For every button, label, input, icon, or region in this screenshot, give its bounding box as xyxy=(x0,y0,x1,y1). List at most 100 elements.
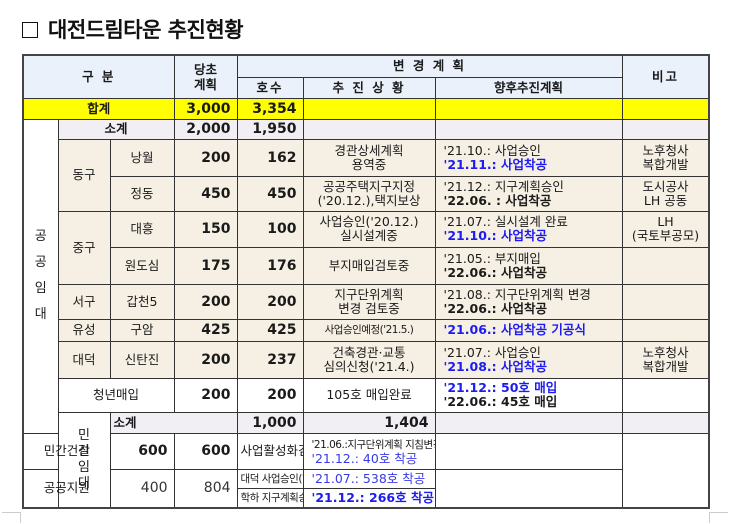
plan-line: '21.11.: 사업착공 xyxy=(443,156,547,172)
units-cell: 600 xyxy=(173,432,238,470)
status-line: ('20.12.),택지보상 xyxy=(317,192,421,208)
plan-line: '21.08.: 사업착공 xyxy=(443,358,547,374)
public-subtotal-plan xyxy=(434,118,623,140)
table-row: 유성 구암 425 425 사업승인예정('21.5.) '21.06.: 사업… xyxy=(23,318,710,342)
status-cell: 부지매입검토중 xyxy=(302,246,436,285)
total-plan xyxy=(434,97,623,120)
status-cell: 대덕 사업승인('21.04.) xyxy=(236,468,304,489)
checkbox-square-icon xyxy=(22,22,38,38)
remarks-line: LH 공동 xyxy=(643,192,688,208)
table-row: 중구 대흥 150 100 사업승인('20.12.) 실시설계중 '21.07.… xyxy=(23,210,710,285)
original-cell: 450 xyxy=(173,175,238,212)
original-cell: 200 xyxy=(173,377,238,413)
private-subtotal-units: 1,404 xyxy=(302,411,436,434)
units-cell: 450 xyxy=(236,175,304,212)
public-subtotal-original: 2,000 xyxy=(173,118,238,140)
status-cell: 지구단위계획 변경 검토중 xyxy=(302,283,436,320)
original-cell: 200 xyxy=(173,138,238,177)
plan-line: '21.10.: 사업승인 xyxy=(443,142,541,158)
status-line: 건축경관·교통 xyxy=(332,344,406,360)
units-cell: 200 xyxy=(236,283,304,320)
units-cell: 200 xyxy=(236,377,304,413)
district-cell: 중구 xyxy=(57,210,111,285)
plan-line: '22.06.: 사업착공 xyxy=(443,264,547,280)
total-label: 합계 xyxy=(22,97,175,120)
plan-cell: '21.08.: 지구단위계획 변경 '22.06.: 사업착공 xyxy=(434,283,623,320)
remarks-cell: LH (국토부공모) xyxy=(621,210,710,248)
plan-line: '21.06.:지구단위계획 지침변경 xyxy=(311,438,436,451)
group-char: 임 xyxy=(34,281,47,296)
header-future-plan: 향후추진계획 xyxy=(434,76,623,99)
original-cell: 400 xyxy=(109,468,175,509)
total-units: 3,354 xyxy=(236,97,304,120)
remarks-cell: 노후청사 복합개발 xyxy=(621,138,710,177)
plan-line: '21.12.: 지구계획승인 xyxy=(443,178,564,194)
remarks-cell xyxy=(621,377,710,413)
plan-line: '22.06.: 45호 매입 xyxy=(443,394,558,409)
group-char: 대 xyxy=(34,307,47,322)
remarks-line: 노후청사 xyxy=(642,344,689,360)
table-row: 서구 갑천5 200 200 지구단위계획 변경 검토중 '21.08.: 지구단… xyxy=(23,283,710,320)
plan-line: '22.06.: 사업착공 xyxy=(443,300,547,316)
site-cell: 낭월 xyxy=(109,138,175,177)
plan-line: '21.12.: 50호 매입 xyxy=(443,380,558,395)
header-status: 추 진 상 황 xyxy=(302,76,436,99)
support-label: 공공지원 xyxy=(22,468,111,509)
page-corner-mark xyxy=(2,512,21,523)
remarks-line: LH xyxy=(657,214,674,229)
remarks-cell xyxy=(434,468,623,509)
header-original-plan: 당초 계획 xyxy=(173,54,238,99)
site-cell: 대흥 xyxy=(109,210,175,248)
header-original-plan-line1: 당초 xyxy=(194,61,218,77)
units-cell: 237 xyxy=(236,340,304,379)
district-cell: 동구 xyxy=(57,138,111,212)
remarks-cell xyxy=(621,318,710,342)
units-cell: 425 xyxy=(236,318,304,342)
table-row: 정동 450 450 공공주택지구지정 ('20.12.),택지보상 '21.12… xyxy=(23,175,710,212)
page-title: 대전드림타운 추진현황 xyxy=(22,14,244,44)
status-line: 변경 검토중 xyxy=(338,300,400,316)
table-row: 대덕 신탄진 200 237 건축경관·교통 심의신청('21.4.) '21.0… xyxy=(23,340,710,379)
remarks-line: 도시공사 xyxy=(642,178,689,194)
table-row-private-construction: 민간건설 600 600 사업활성화검토 '21.06.:지구단위계획 지침변경… xyxy=(22,432,710,470)
status-cell: 경관상세계획 용역중 xyxy=(302,138,436,177)
site-cell: 신탄진 xyxy=(109,340,175,379)
district-cell: 유성 xyxy=(57,318,111,342)
plan-cell: '21.12.: 지구계획승인 '22.06. : 사업착공 xyxy=(434,175,623,212)
remarks-line: 복합개발 xyxy=(642,156,689,172)
status-cell: 사업승인예정('21.5.) xyxy=(302,318,436,342)
remarks-cell: 노후청사 복합개발 xyxy=(621,340,710,379)
status-line: 실시설계중 xyxy=(340,228,398,243)
plan-line: '21.10.: 사업착공 xyxy=(443,228,547,243)
total-original: 3,000 xyxy=(173,97,238,120)
status-line: 경관상세계획 xyxy=(334,142,404,158)
youth-label: 청년매입 xyxy=(57,377,175,413)
total-remarks xyxy=(621,97,710,120)
plan-cell: '21.07.: 실시설계 완료 '21.10.: 사업착공 xyxy=(434,210,623,248)
units-cell: 804 xyxy=(173,468,238,509)
site-cell: 구암 xyxy=(109,318,175,342)
table-row: 원도심 175 176 부지매입검토중 '21.05.: 부지매입 '22.06.… xyxy=(23,246,710,285)
plan-line: '21.07.: 사업승인 xyxy=(443,344,541,360)
plan-cell: '21.07.: 사업승인 '21.08.: 사업착공 xyxy=(434,340,623,379)
plan-cell: '21.05.: 부지매입 '22.06.: 사업착공 xyxy=(434,246,623,285)
remarks-cell xyxy=(621,246,710,285)
total-row: 합계 3,000 3,354 xyxy=(22,97,710,120)
original-cell: 200 xyxy=(173,283,238,320)
table-row-public-support: 공공지원 400 804 대덕 사업승인('21.04.) '21.07.: 5… xyxy=(22,468,710,509)
units-cell: 162 xyxy=(236,138,304,177)
public-subtotal-remarks xyxy=(621,118,710,140)
title-text: 대전드림타운 추진현황 xyxy=(48,18,244,42)
plan-cell: '21.12.: 266호 착공 xyxy=(302,487,436,509)
group-char: 공 xyxy=(34,255,47,270)
total-status xyxy=(302,97,436,120)
status-line: 지구단위계획 xyxy=(334,286,404,302)
page-corner-mark xyxy=(709,512,728,523)
original-cell: 150 xyxy=(173,210,238,248)
original-cell: 600 xyxy=(109,432,175,470)
remarks-cell xyxy=(621,283,710,320)
original-cell: 200 xyxy=(173,340,238,379)
